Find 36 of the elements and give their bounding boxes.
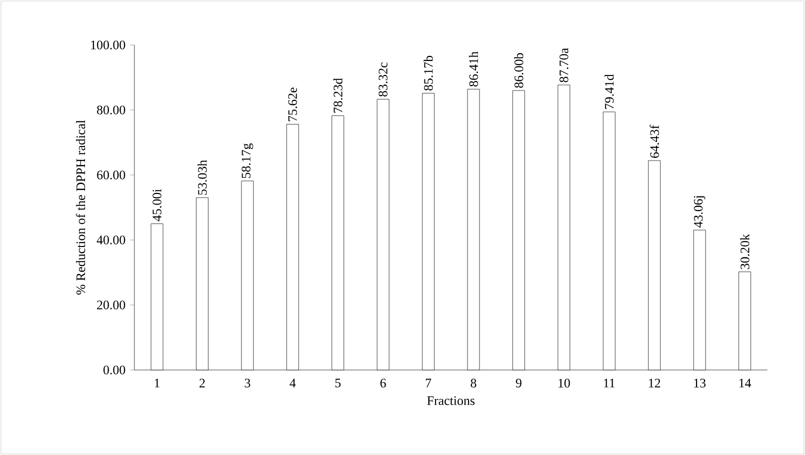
y-tick-label: 20.00 [97, 300, 126, 310]
x-tick-label: 6 [380, 378, 386, 388]
x-tick-label: 10 [558, 378, 570, 388]
y-tick-label: 100.00 [91, 40, 126, 50]
x-tick-label: 9 [516, 378, 522, 388]
y-tick-label: 80.00 [96, 106, 126, 114]
x-tick-label: 12 [649, 378, 660, 388]
x-tick-label: 7 [426, 378, 432, 388]
y-tick-label: 0.00 [103, 366, 126, 374]
x-tick-label: 1 [154, 378, 160, 388]
x-tick-label: 5 [335, 378, 341, 388]
data-label: 86.00b [514, 53, 524, 88]
data-label: 64.43f [650, 124, 660, 158]
data-label: 86.41h [468, 52, 478, 86]
x-tick-label: 11 [604, 378, 615, 388]
x-tick-label: 3 [244, 378, 250, 388]
data-label: 58.17g [242, 143, 254, 178]
y-axis-title: % Reduction of the DPPH radical [76, 120, 86, 295]
data-label: 87.70a [560, 48, 568, 82]
data-label: 83.32c [378, 62, 388, 96]
x-tick-label: 14 [739, 378, 752, 388]
data-label: 85.17b [424, 56, 433, 90]
x-tick-label: 8 [470, 378, 476, 388]
x-tick-label: 4 [290, 378, 296, 388]
data-label: 30.20k [740, 234, 750, 270]
x-tick-label: 13 [694, 378, 706, 388]
data-label: 79.41d [604, 74, 614, 109]
data-label: 53.03h [198, 160, 207, 195]
y-tick-label: 40.00 [96, 236, 126, 244]
data-label: 75.62e [288, 88, 298, 122]
x-axis-title: Fractions [427, 396, 475, 406]
x-tick-label: 2 [200, 378, 205, 388]
data-label: 78.23d [333, 78, 342, 113]
data-label: 43.06j [694, 196, 706, 228]
y-tick-label: 60.00 [97, 170, 126, 180]
data-label: 45.00i [152, 189, 162, 222]
